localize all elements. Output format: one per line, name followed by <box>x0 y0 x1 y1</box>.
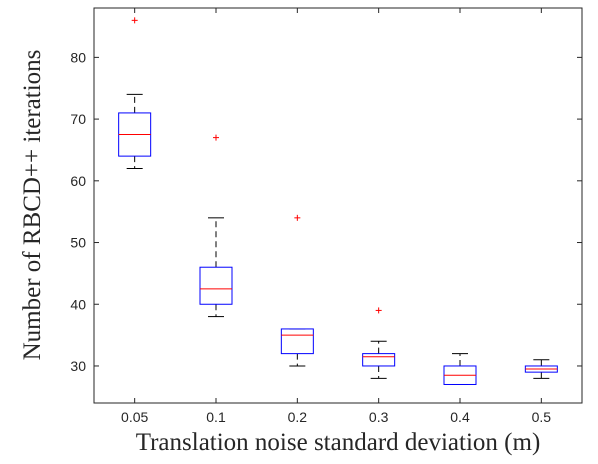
box-group <box>199 134 233 318</box>
box-group <box>362 307 396 379</box>
outlier-marker <box>131 17 138 24</box>
chart-marks <box>118 17 558 385</box>
iqr-box <box>199 266 233 305</box>
y-axis-label: Number of RBCD++ iterations <box>19 50 46 361</box>
outlier-marker <box>375 307 382 314</box>
box-group <box>443 353 477 385</box>
y-tick-label: 70 <box>70 111 86 127</box>
box-group <box>524 359 558 379</box>
outlier-marker <box>213 134 219 141</box>
y-tick-label: 80 <box>70 49 86 65</box>
y-tick-label: 50 <box>70 235 86 251</box>
box-group <box>280 214 314 367</box>
iqr-box <box>280 328 314 355</box>
y-tick-label: 40 <box>70 296 86 312</box>
x-tick-label: 0.05 <box>121 409 148 425</box>
chart-ticks: 30 40 50 60 70 80 0.05 0.1 0.2 0.3 0.4 0.5 <box>70 8 582 425</box>
x-tick-label: 0.3 <box>369 409 389 425</box>
iqr-box <box>362 353 396 367</box>
x-tick-label: 0.1 <box>206 409 226 425</box>
y-tick-label: 30 <box>70 358 86 374</box>
outlier-marker <box>294 214 301 221</box>
y-tick-label: 60 <box>70 173 86 189</box>
plot-area <box>93 7 583 404</box>
x-axis-label: Translation noise standard deviation (m) <box>136 429 541 456</box>
x-tick-label: 0.5 <box>532 409 552 425</box>
box-group <box>118 17 152 169</box>
x-tick-label: 0.4 <box>450 409 470 425</box>
x-tick-label: 0.2 <box>288 409 308 425</box>
